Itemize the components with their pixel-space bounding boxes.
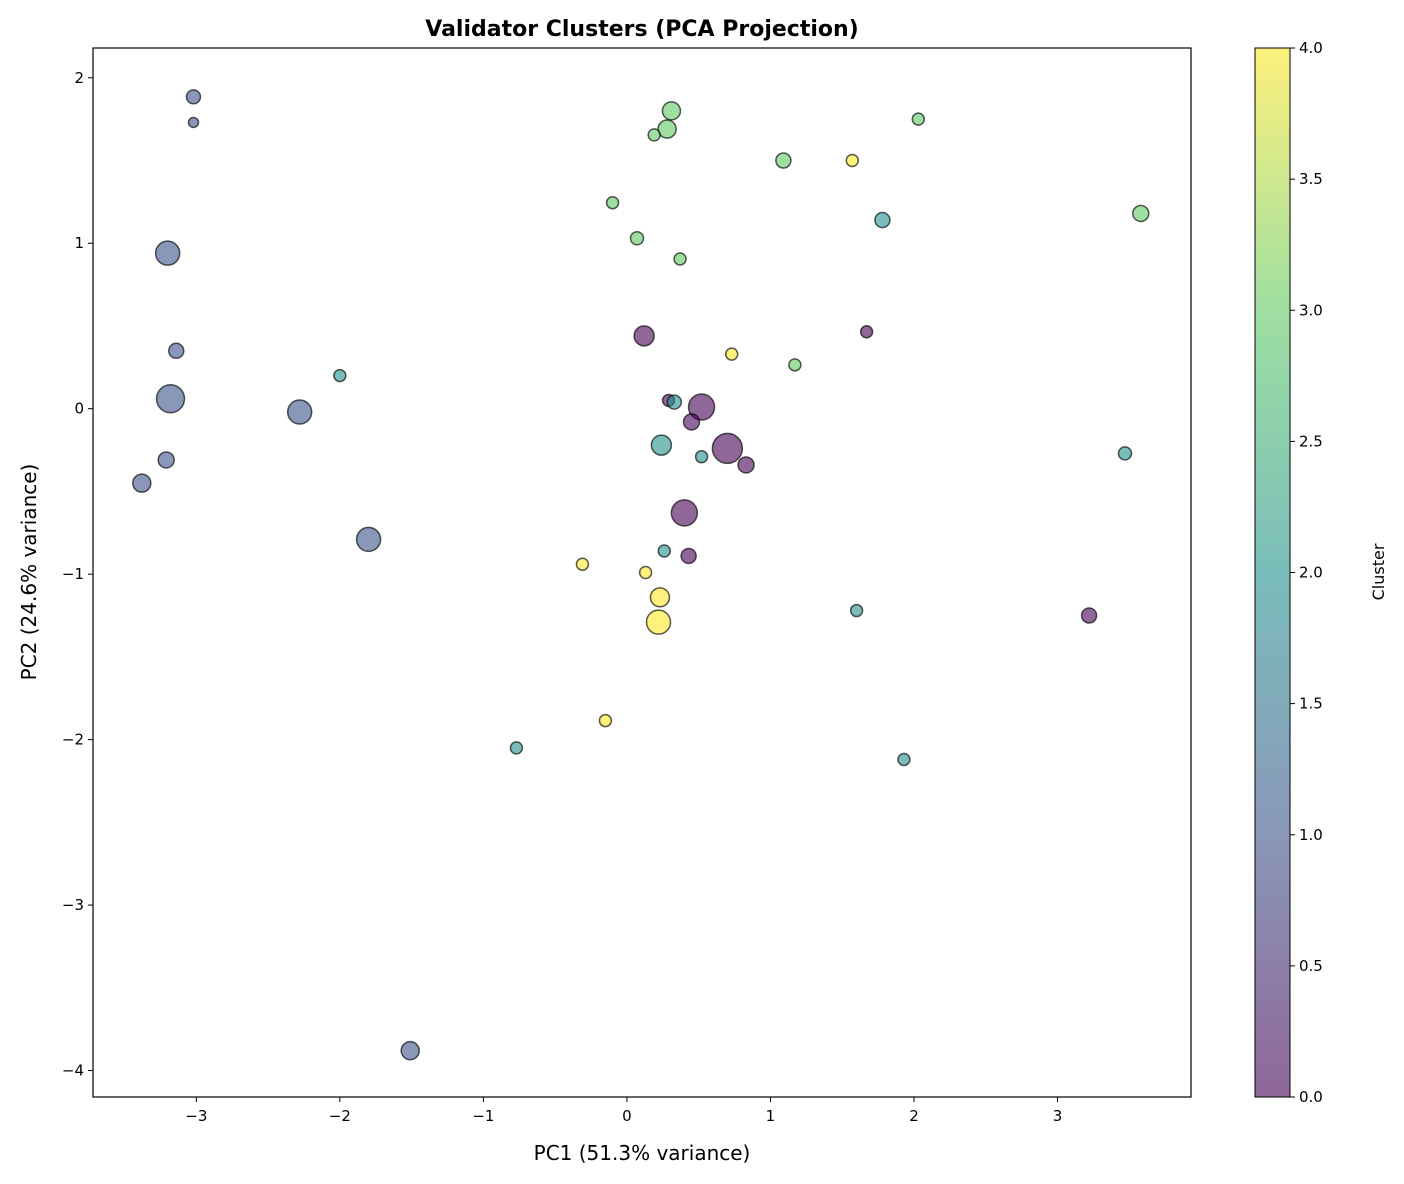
y-tick-label: −4 xyxy=(62,1062,84,1080)
point-cluster-4 xyxy=(598,713,613,728)
y-tick-label: 2 xyxy=(74,69,84,87)
point-cluster-2 xyxy=(666,394,683,410)
x-tick-label: −3 xyxy=(185,1107,207,1125)
point-cluster-1 xyxy=(154,240,181,266)
x-tick-label: 2 xyxy=(909,1107,919,1125)
point-cluster-3 xyxy=(673,252,687,266)
colorbar-tick-label: 0.5 xyxy=(1299,957,1323,975)
point-cluster-1 xyxy=(157,451,175,469)
point-cluster-0 xyxy=(680,547,697,565)
point-cluster-3 xyxy=(911,112,926,126)
point-cluster-4 xyxy=(845,153,860,168)
colorbar-ticks: 0.0 0.5 1.0 1.5 2.0 2.5 3.0 3.5 4.0 xyxy=(1290,39,1323,1106)
point-cluster-0 xyxy=(1080,607,1098,624)
point-cluster-1 xyxy=(155,384,186,414)
point-cluster-1 xyxy=(167,342,185,360)
point-cluster-3 xyxy=(629,231,645,246)
point-cluster-3 xyxy=(605,195,620,210)
y-axis-ticks: −4 −3 −2 −1 0 1 2 xyxy=(62,69,93,1080)
point-cluster-3 xyxy=(788,358,802,372)
colorbar-tick-label: 3.5 xyxy=(1299,170,1323,188)
x-axis-label: PC1 (51.3% variance) xyxy=(534,1141,751,1165)
x-tick-label: 3 xyxy=(1053,1107,1063,1125)
colorbar-tick-label: 4.0 xyxy=(1299,39,1323,57)
point-cluster-0 xyxy=(682,413,701,431)
points-layer xyxy=(132,89,1150,1061)
point-cluster-1 xyxy=(400,1040,420,1061)
x-tick-label: −1 xyxy=(472,1107,494,1125)
x-tick-label: 0 xyxy=(622,1107,632,1125)
point-cluster-4 xyxy=(638,565,653,580)
y-tick-label: −3 xyxy=(62,896,84,914)
point-cluster-4 xyxy=(724,347,739,361)
point-cluster-3 xyxy=(1132,204,1150,223)
colorbar-tick-label: 1.0 xyxy=(1299,826,1323,844)
point-cluster-1 xyxy=(355,526,382,553)
point-cluster-2 xyxy=(650,434,673,456)
point-cluster-3 xyxy=(775,152,792,169)
colorbar-tick-label: 1.5 xyxy=(1299,695,1323,713)
point-cluster-2 xyxy=(333,368,347,383)
x-tick-label: 1 xyxy=(766,1107,776,1125)
point-cluster-2 xyxy=(849,603,864,618)
point-cluster-0 xyxy=(633,325,655,347)
point-cluster-3 xyxy=(657,119,677,139)
colorbar-tick-label: 3.0 xyxy=(1299,301,1323,319)
point-cluster-4 xyxy=(645,609,672,635)
x-tick-label: −2 xyxy=(329,1107,351,1125)
chart-title: Validator Clusters (PCA Projection) xyxy=(425,17,858,42)
y-tick-label: −1 xyxy=(62,565,84,583)
point-cluster-0 xyxy=(670,499,699,527)
y-axis-label: PC2 (24.6% variance) xyxy=(17,464,41,681)
point-cluster-0 xyxy=(859,325,874,339)
colorbar xyxy=(1254,47,1291,1098)
colorbar-tick-label: 2.5 xyxy=(1299,432,1323,450)
colorbar-tick-label: 0.0 xyxy=(1299,1088,1323,1106)
y-tick-label: 1 xyxy=(74,234,84,252)
point-cluster-2 xyxy=(657,544,671,558)
point-cluster-2 xyxy=(694,449,709,464)
point-cluster-0 xyxy=(711,432,744,465)
point-cluster-2 xyxy=(897,752,911,767)
point-cluster-2 xyxy=(1117,446,1133,461)
point-cluster-4 xyxy=(575,557,590,571)
point-cluster-1 xyxy=(187,116,200,129)
point-cluster-4 xyxy=(649,587,671,608)
plot-frame xyxy=(92,47,1192,1098)
point-cluster-1 xyxy=(286,399,313,425)
point-cluster-1 xyxy=(185,89,202,105)
colorbar-label: Cluster xyxy=(1369,543,1388,600)
y-tick-label: 0 xyxy=(74,400,84,418)
point-cluster-3 xyxy=(647,128,661,142)
point-cluster-1 xyxy=(132,473,152,493)
y-tick-label: −2 xyxy=(62,731,84,749)
point-cluster-3 xyxy=(661,101,682,121)
point-cluster-0 xyxy=(737,456,755,474)
colorbar-tick-label: 2.0 xyxy=(1299,564,1323,582)
point-cluster-2 xyxy=(874,211,891,229)
x-axis-ticks: −3 −2 −1 0 1 2 3 xyxy=(185,1097,1062,1125)
point-cluster-2 xyxy=(509,741,524,755)
point-cluster-0 xyxy=(687,393,716,421)
